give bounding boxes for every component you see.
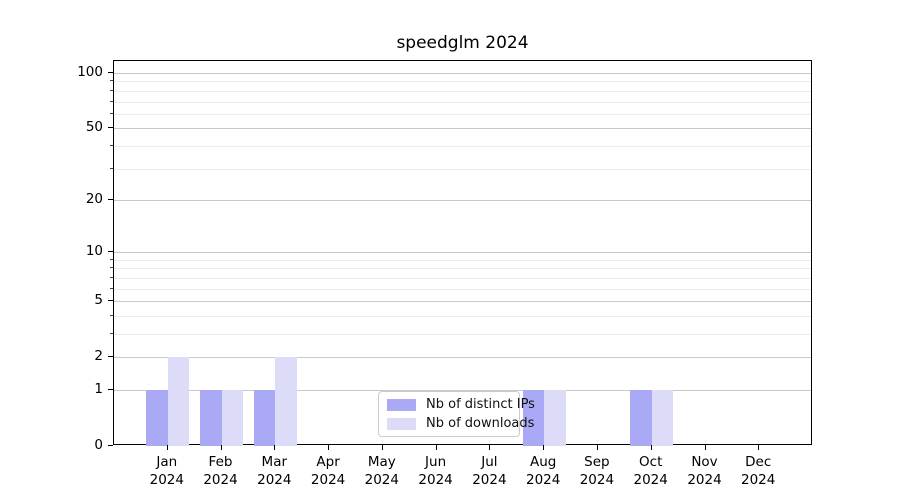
y-tick-mark [108,300,113,302]
x-tick-label: Jun 2024 [418,454,453,488]
x-tick-mark [166,445,168,450]
y-minor-tick-mark [110,80,113,82]
x-tick-mark [650,445,652,450]
minor-gridline [114,101,811,103]
legend-item-distinct-ips: Nb of distinct IPs [387,397,535,412]
x-tick-label: Dec 2024 [741,454,776,488]
plot-area [113,60,812,446]
legend-swatch-downloads-icon [387,417,416,430]
major-gridline [114,301,811,303]
y-tick-label: 50 [85,119,103,136]
major-gridline [114,199,811,201]
y-tick-mark [108,445,113,446]
x-tick-label: Feb 2024 [203,454,238,488]
minor-gridline [114,288,811,290]
x-tick-label: Oct 2024 [633,454,668,488]
y-minor-tick-mark [110,144,113,146]
x-tick-label: Mar 2024 [257,454,292,488]
x-tick-label: May 2024 [364,454,399,488]
major-gridline [114,252,811,254]
y-minor-tick-mark [110,276,113,278]
major-gridline [114,73,811,74]
chart-title: speedglm 2024 [396,33,529,53]
y-tick-mark [108,198,113,200]
y-minor-tick-mark [110,267,113,269]
x-tick-mark [596,445,598,450]
y-tick-label: 5 [94,292,103,309]
major-gridline [114,357,811,359]
legend-label-distinct-ips: Nb of distinct IPs [426,397,535,412]
bar-downloads [544,390,566,446]
y-minor-tick-mark [110,258,113,260]
x-tick-label: Apr 2024 [310,454,346,488]
bar-downloads [167,357,190,446]
bar-distinct-ips [522,390,545,446]
x-tick-label: Jan 2024 [149,454,184,488]
bar-downloads [221,390,243,446]
x-tick-mark [704,445,706,450]
y-minor-tick-mark [110,287,113,289]
legend-item-downloads: Nb of downloads [387,416,534,431]
bar-downloads [275,357,297,446]
minor-gridline [114,113,811,115]
y-tick-mark [108,72,113,73]
y-tick-label: 20 [85,190,103,207]
legend-label-downloads: Nb of downloads [426,416,535,431]
y-minor-tick-mark [110,112,113,114]
minor-gridline [114,277,811,279]
legend: Nb of distinct IPs Nb of downloads [378,391,535,437]
x-tick-mark [758,445,760,450]
y-tick-mark [108,389,113,390]
y-tick-label: 0 [94,437,103,453]
y-tick-mark [108,356,113,358]
x-tick-label: Jul 2024 [472,454,507,488]
minor-gridline [114,259,811,261]
x-tick-mark [220,445,222,450]
y-minor-tick-mark [110,89,113,91]
y-tick-mark [108,127,113,129]
minor-gridline [114,168,811,170]
bar-distinct-ips [200,390,222,446]
x-tick-label: Nov 2024 [687,454,722,488]
y-minor-tick-mark [110,167,113,169]
minor-gridline [114,334,811,335]
y-tick-label: 1 [94,381,103,397]
x-tick-mark [274,445,276,450]
x-tick-mark [543,445,545,450]
x-tick-label: Aug 2024 [526,454,561,488]
bar-distinct-ips [253,390,276,446]
y-minor-tick-mark [110,333,113,334]
y-tick-label: 2 [94,348,103,365]
x-tick-mark [489,445,491,450]
minor-gridline [114,315,811,317]
y-tick-label: 10 [85,243,103,260]
legend-swatch-distinct-ips-icon [387,398,416,411]
x-tick-mark [328,445,330,450]
bar-downloads [651,390,674,446]
y-tick-label: 100 [77,64,103,80]
major-gridline [114,390,811,391]
minor-gridline [114,268,811,270]
minor-gridline [114,81,811,83]
bar-distinct-ips [630,390,652,446]
x-tick-mark [381,445,383,450]
bar-distinct-ips [146,390,168,446]
y-minor-tick-mark [110,314,113,316]
y-tick-mark [108,251,113,253]
y-minor-tick-mark [110,100,113,102]
x-tick-label: Sep 2024 [579,454,615,488]
major-gridline [114,128,811,130]
minor-gridline [114,90,811,92]
minor-gridline [114,145,811,147]
x-tick-mark [435,445,437,450]
